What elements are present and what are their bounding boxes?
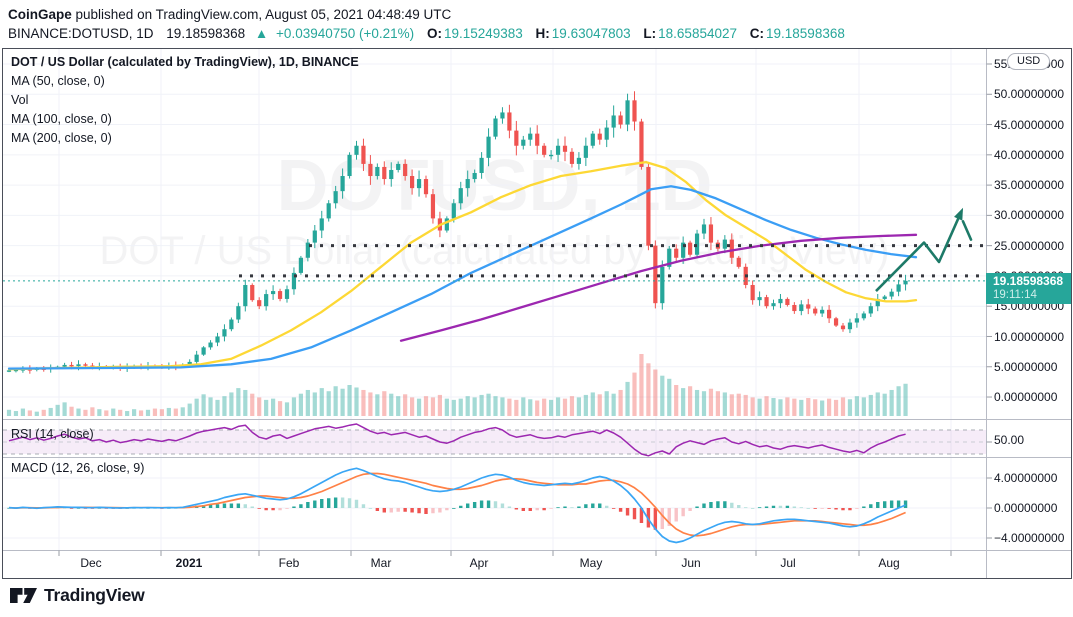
macd-axis-label: −4.00000000 bbox=[994, 531, 1065, 545]
symbol-name: BINANCE:DOTUSD, 1D bbox=[8, 26, 154, 41]
time-axis-label-jun: Jun bbox=[681, 556, 701, 570]
high-label: H: bbox=[535, 26, 550, 41]
price-change: +0.03940750 (+0.21%) bbox=[276, 26, 415, 41]
tradingview-footer-logo[interactable]: TradingView bbox=[10, 585, 145, 606]
chart-legend: DOT / US Dollar (calculated by TradingVi… bbox=[11, 53, 359, 148]
legend-volume[interactable]: Vol bbox=[11, 93, 29, 107]
open-label: O: bbox=[426, 26, 442, 41]
time-axis-label-feb: Feb bbox=[278, 556, 300, 570]
legend-ma50[interactable]: MA (50, close, 0) bbox=[11, 74, 105, 88]
rsi-indicator-label[interactable]: RSI (14, close) bbox=[11, 427, 94, 441]
time-axis-label-apr: Apr bbox=[469, 556, 489, 570]
legend-ma200[interactable]: MA (200, close, 0) bbox=[11, 131, 112, 145]
change-up-icon: ▲ bbox=[254, 26, 269, 41]
last-price: 19.18598368 bbox=[166, 26, 246, 41]
close-value: 19.18598368 bbox=[766, 26, 845, 41]
time-axis-label-aug: Aug bbox=[878, 556, 900, 570]
publish-details: published on TradingView.com, August 05,… bbox=[71, 7, 452, 22]
symbol-info-line: BINANCE:DOTUSD, 1D 19.18598368 ▲ +0.0394… bbox=[8, 24, 845, 43]
time-axis-label-dec: Dec bbox=[80, 556, 102, 570]
publisher-name: CoinGape bbox=[8, 7, 72, 22]
chart-canvas[interactable] bbox=[3, 49, 1071, 578]
time-axis-label-2021: 2021 bbox=[175, 556, 203, 570]
high-value: 19.63047803 bbox=[551, 26, 631, 41]
time-axis-label-may: May bbox=[579, 556, 603, 570]
currency-unit-button[interactable]: USD bbox=[1007, 53, 1051, 70]
low-label: L: bbox=[643, 26, 657, 41]
price-axis-label: 50.00000000 bbox=[994, 87, 1065, 101]
macd-axis-label: 0.00000000 bbox=[994, 501, 1058, 515]
low-value: 18.65854027 bbox=[658, 26, 737, 41]
chart-area[interactable]: DOTUSD, 1D DOT / US Dollar (calculated b… bbox=[2, 48, 1072, 579]
publish-info-line: CoinGape published on TradingView.com, A… bbox=[8, 5, 451, 24]
macd-indicator-label[interactable]: MACD (12, 26, close, 9) bbox=[11, 461, 145, 475]
time-axis-label-mar: Mar bbox=[370, 556, 392, 570]
open-value: 19.15249383 bbox=[443, 26, 523, 41]
badge-price: 19.18598368 bbox=[993, 274, 1064, 288]
tradingview-wordmark: TradingView bbox=[44, 585, 145, 605]
macd-axis-label: 4.00000000 bbox=[994, 471, 1058, 485]
price-axis-label: 30.00000000 bbox=[994, 208, 1065, 222]
tradingview-logo-icon bbox=[10, 588, 37, 603]
last-price-badge: 19.18598368 19:11:14 bbox=[986, 273, 1071, 304]
badge-countdown: 19:11:14 bbox=[993, 289, 1037, 301]
close-label: C: bbox=[749, 26, 765, 41]
legend-symbol-title[interactable]: DOT / US Dollar (calculated by TradingVi… bbox=[11, 55, 359, 69]
price-axis-label: 45.00000000 bbox=[994, 118, 1065, 132]
rsi-axis-label: 50.00 bbox=[994, 433, 1025, 447]
price-axis-label: 25.00000000 bbox=[994, 239, 1065, 253]
price-axis-label: 35.00000000 bbox=[994, 178, 1065, 192]
legend-ma100[interactable]: MA (100, close, 0) bbox=[11, 112, 112, 126]
price-axis-label: 5.00000000 bbox=[994, 360, 1058, 374]
price-axis-label: 40.00000000 bbox=[994, 148, 1065, 162]
time-axis-label-jul: Jul bbox=[780, 556, 796, 570]
price-axis-label: 0.00000000 bbox=[994, 390, 1058, 404]
price-axis-label: 10.00000000 bbox=[994, 330, 1065, 344]
